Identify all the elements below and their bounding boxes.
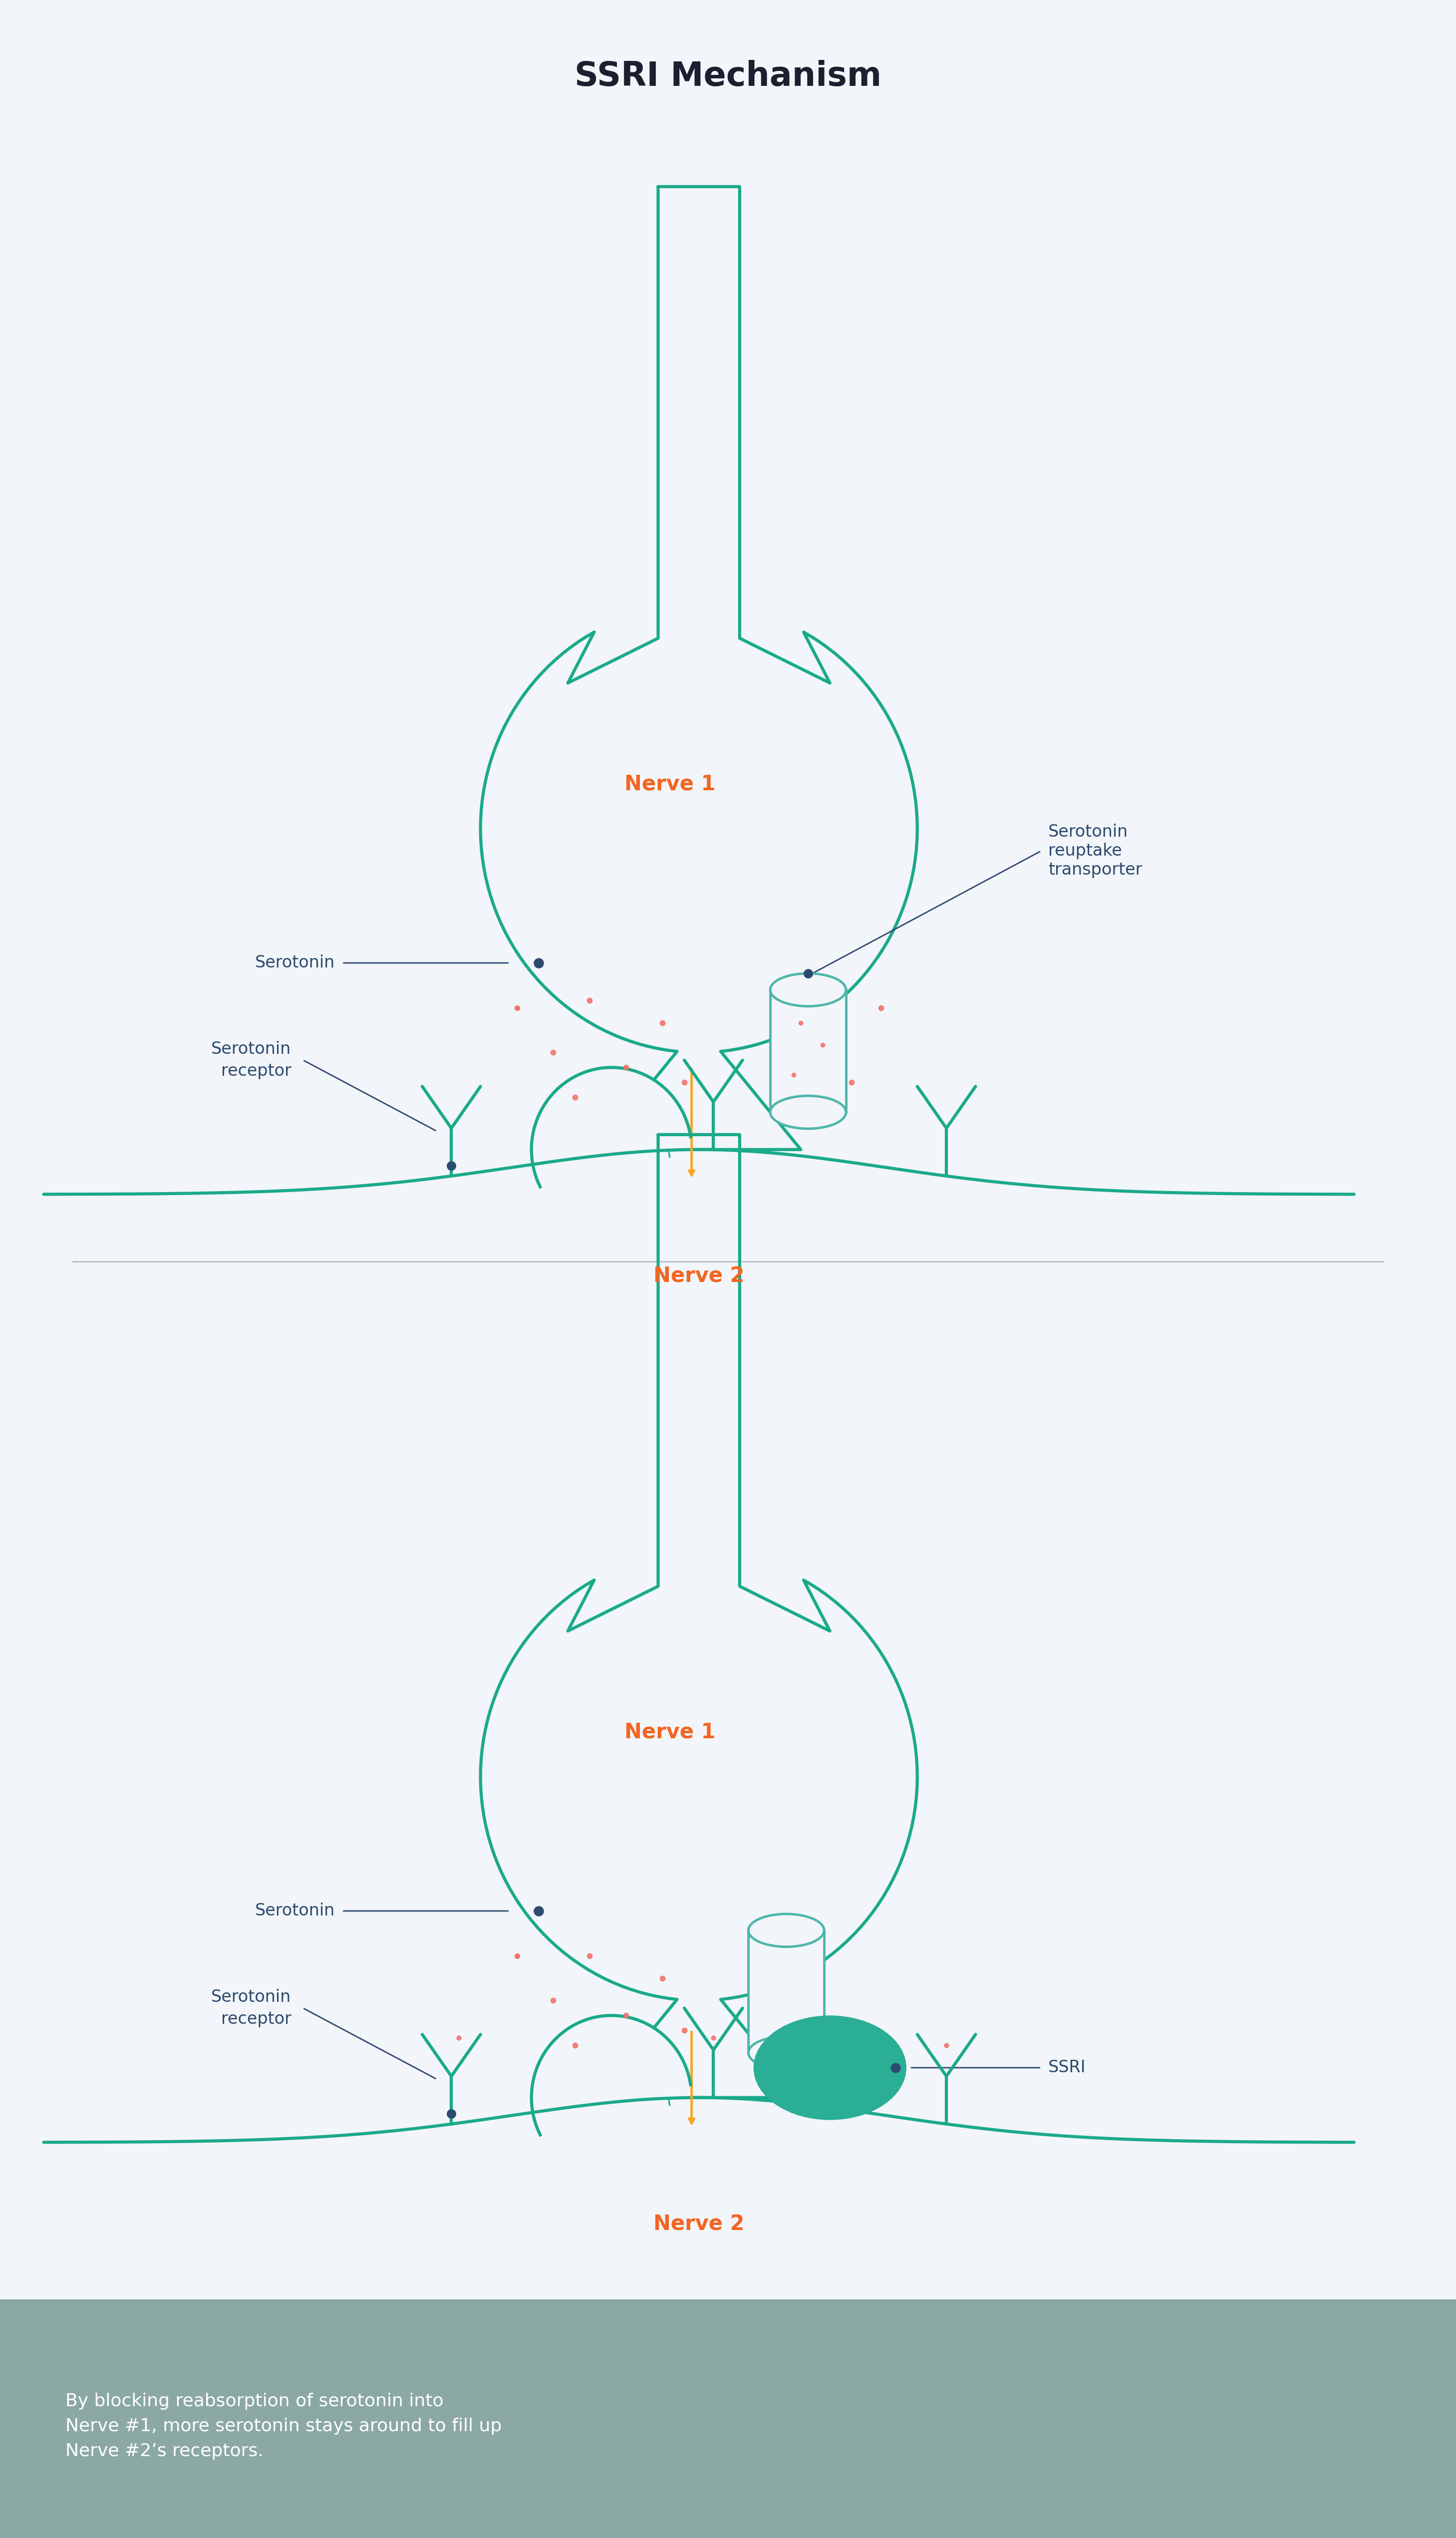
Circle shape <box>480 1553 917 2000</box>
Text: By blocking reabsorption of serotonin into
Nerve #1, more serotonin stays around: By blocking reabsorption of serotonin in… <box>66 2393 502 2459</box>
Point <box>840 1061 863 1101</box>
Point <box>447 2018 470 2058</box>
Text: SSRI Mechanism: SSRI Mechanism <box>575 61 881 94</box>
Point <box>527 942 550 982</box>
Point <box>505 987 529 1028</box>
Point <box>869 987 893 1028</box>
Point <box>673 1061 696 1101</box>
Point <box>563 1076 587 1117</box>
Circle shape <box>531 2015 692 2180</box>
Point <box>578 1936 601 1977</box>
Point <box>804 1010 827 1051</box>
Point <box>614 1995 638 2035</box>
Point <box>563 2025 587 2066</box>
Point <box>789 1091 812 1132</box>
Point <box>782 1056 805 1096</box>
Circle shape <box>531 1068 692 1231</box>
Point <box>651 1003 674 1043</box>
Point <box>440 1145 463 1185</box>
Point <box>651 1957 674 1997</box>
Ellipse shape <box>748 1914 824 1947</box>
Point <box>702 2018 725 2058</box>
Polygon shape <box>480 188 917 1150</box>
Point <box>673 2010 696 2051</box>
Text: Nerve 1: Nerve 1 <box>625 774 715 794</box>
Text: SSRI: SSRI <box>1048 2058 1086 2076</box>
Text: Serotonin
reuptake
transporter: Serotonin reuptake transporter <box>1048 825 1143 878</box>
Text: Serotonin: Serotonin <box>255 954 335 972</box>
Point <box>614 1048 638 1089</box>
Point <box>440 2094 463 2134</box>
Circle shape <box>480 604 917 1053</box>
Point <box>811 1025 834 1066</box>
Ellipse shape <box>770 975 846 1005</box>
Point <box>935 2025 958 2066</box>
Point <box>505 1936 529 1977</box>
Point <box>542 1980 565 2020</box>
FancyBboxPatch shape <box>770 990 846 1112</box>
Text: Serotonin
receptor: Serotonin receptor <box>211 1041 291 1079</box>
Text: Nerve 2: Nerve 2 <box>654 1266 744 1287</box>
Point <box>796 954 820 995</box>
FancyBboxPatch shape <box>0 2299 1456 2538</box>
Point <box>542 1033 565 1074</box>
Point <box>884 2048 907 2089</box>
Point <box>789 1003 812 1043</box>
Ellipse shape <box>770 1096 846 1129</box>
Text: Serotonin: Serotonin <box>255 1904 335 1919</box>
Polygon shape <box>480 1134 917 2096</box>
Text: Nerve 2: Nerve 2 <box>654 2213 744 2236</box>
FancyBboxPatch shape <box>748 1931 824 2053</box>
Ellipse shape <box>754 2015 906 2119</box>
Point <box>738 1995 761 2035</box>
Text: Nerve 1: Nerve 1 <box>625 1721 715 1741</box>
Point <box>578 980 601 1020</box>
Ellipse shape <box>748 2035 824 2068</box>
Text: Serotonin
receptor: Serotonin receptor <box>211 1990 291 2028</box>
Point <box>527 1891 550 1931</box>
